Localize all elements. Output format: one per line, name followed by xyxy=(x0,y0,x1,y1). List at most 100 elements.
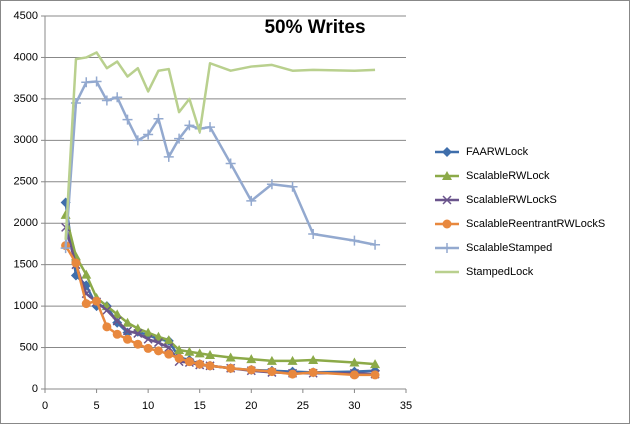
marker xyxy=(112,329,122,339)
marker xyxy=(308,228,319,239)
chart-title: 50% Writes xyxy=(264,17,365,38)
marker xyxy=(370,359,381,369)
marker xyxy=(153,338,163,348)
marker xyxy=(164,349,174,359)
marker xyxy=(143,343,153,353)
y-tick-label: 0 xyxy=(32,383,38,395)
x-tick-label: 0 xyxy=(42,400,48,412)
y-tick-label: 4000 xyxy=(14,51,38,63)
marker xyxy=(112,309,123,319)
legend-marker xyxy=(442,171,452,180)
marker xyxy=(349,357,360,367)
marker xyxy=(81,77,92,88)
legend-label: StampedLock xyxy=(466,266,534,278)
legend-label: ScalableStamped xyxy=(466,242,552,254)
marker xyxy=(112,316,122,326)
marker xyxy=(102,305,112,315)
y-tick-label: 3000 xyxy=(14,134,38,146)
marker xyxy=(164,343,174,353)
legend-label: ScalableRWLock xyxy=(466,170,550,182)
x-tick-label: 25 xyxy=(297,400,309,412)
marker xyxy=(205,361,215,371)
marker xyxy=(246,365,256,375)
series-line xyxy=(64,214,376,366)
y-tick-label: 1500 xyxy=(14,259,38,271)
legend-marker xyxy=(442,195,452,205)
legend-marker xyxy=(442,147,452,157)
marker xyxy=(184,120,195,131)
marker xyxy=(225,352,236,362)
marker xyxy=(174,353,184,363)
marker xyxy=(133,328,143,338)
y-tick-label: 3500 xyxy=(14,93,38,105)
x-tick-label: 10 xyxy=(142,400,154,412)
marker xyxy=(102,322,112,332)
marker xyxy=(153,331,164,341)
marker xyxy=(71,258,81,268)
x-tick-label: 35 xyxy=(400,400,412,412)
marker xyxy=(287,355,298,365)
y-tick-label: 500 xyxy=(20,341,38,353)
series-line xyxy=(64,244,376,377)
marker xyxy=(122,317,133,327)
marker xyxy=(194,348,205,358)
marker xyxy=(60,243,71,254)
marker xyxy=(266,179,277,190)
marker xyxy=(81,299,91,309)
series-line xyxy=(64,80,376,249)
x-tick-label: 5 xyxy=(94,400,100,412)
marker xyxy=(143,327,154,337)
marker xyxy=(143,334,153,344)
marker xyxy=(287,181,298,192)
legend-marker xyxy=(442,219,452,229)
marker xyxy=(267,367,277,377)
marker xyxy=(226,363,236,373)
marker xyxy=(266,355,277,365)
y-tick-label: 4500 xyxy=(14,10,38,22)
marker xyxy=(205,350,216,360)
marker xyxy=(123,334,133,344)
marker xyxy=(246,195,257,206)
marker xyxy=(246,354,257,364)
y-tick-label: 2500 xyxy=(14,176,38,188)
marker xyxy=(349,370,359,380)
marker xyxy=(174,133,185,144)
marker xyxy=(225,158,236,169)
marker xyxy=(92,296,102,306)
marker xyxy=(174,345,185,355)
marker xyxy=(195,359,205,369)
marker xyxy=(122,326,133,336)
marker xyxy=(153,346,163,356)
y-tick-label: 1000 xyxy=(14,300,38,312)
marker xyxy=(288,369,298,379)
marker xyxy=(133,339,143,349)
marker xyxy=(132,135,143,146)
marker xyxy=(184,357,194,367)
marker xyxy=(81,269,92,279)
marker xyxy=(163,151,174,162)
marker xyxy=(349,235,360,246)
marker xyxy=(370,370,380,380)
marker xyxy=(308,354,319,364)
legend-label: ScalableRWLockS xyxy=(466,194,557,206)
marker xyxy=(163,335,174,345)
x-tick-label: 30 xyxy=(348,400,360,412)
marker xyxy=(143,129,154,140)
marker xyxy=(101,95,112,106)
y-tick-label: 2000 xyxy=(14,217,38,229)
legend-label: FAARWLock xyxy=(466,146,529,158)
marker xyxy=(91,76,102,87)
x-tick-label: 15 xyxy=(194,400,206,412)
marker xyxy=(205,122,216,133)
x-tick-label: 20 xyxy=(245,400,257,412)
legend-marker xyxy=(442,243,452,253)
marker xyxy=(308,367,318,377)
marker xyxy=(370,239,381,250)
marker xyxy=(112,92,123,103)
marker xyxy=(153,113,164,124)
marker xyxy=(184,346,195,356)
marker xyxy=(122,114,133,125)
series-line xyxy=(64,51,376,240)
